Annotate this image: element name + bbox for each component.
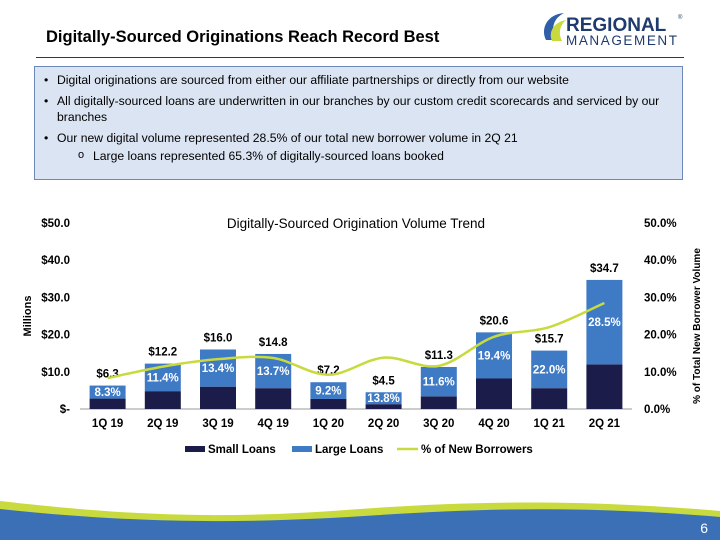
page-number: 6 bbox=[700, 520, 708, 536]
bullet-item: Our new digital volume represented 28.5%… bbox=[44, 130, 672, 147]
bar-small-loans bbox=[89, 398, 126, 409]
origination-volume-chart: Digitally-Sourced Origination Volume Tre… bbox=[22, 216, 703, 456]
x-tick-label: 1Q 19 bbox=[92, 418, 123, 430]
y2-tick-label: 0.0% bbox=[644, 404, 670, 416]
y2-tick-label: 30.0% bbox=[644, 292, 677, 304]
pct-data-label: 13.4% bbox=[202, 363, 235, 375]
pct-data-label: 13.8% bbox=[367, 393, 400, 405]
bullet-item: Digital originations are sourced from ei… bbox=[44, 72, 672, 89]
bar-small-loans bbox=[144, 391, 181, 409]
bar-small-loans bbox=[420, 396, 457, 409]
bar-total-label: $12.2 bbox=[148, 347, 177, 359]
y-tick-label: $10.0 bbox=[41, 367, 70, 379]
y-axis-label: Millions bbox=[22, 296, 34, 337]
svg-text:MANAGEMENT: MANAGEMENT bbox=[566, 33, 677, 48]
bar-total-label: $16.0 bbox=[204, 332, 233, 344]
x-tick-label: 4Q 20 bbox=[478, 418, 509, 430]
bar-total-label: $15.7 bbox=[535, 334, 564, 346]
bar-small-loans bbox=[531, 388, 568, 409]
svg-text:REGIONAL: REGIONAL bbox=[566, 15, 667, 36]
pct-new-borrowers-line bbox=[107, 301, 605, 380]
bar-large-loans bbox=[310, 382, 347, 399]
bar-total-label: $14.8 bbox=[259, 337, 288, 349]
y2-tick-label: 50.0% bbox=[644, 218, 677, 230]
x-tick-label: 2Q 19 bbox=[147, 418, 178, 430]
bar-large-loans bbox=[531, 350, 568, 389]
x-tick-label: 4Q 19 bbox=[258, 418, 289, 430]
bar-small-loans bbox=[586, 364, 623, 409]
y-tick-label: $50.0 bbox=[41, 218, 70, 230]
bar-small-loans bbox=[200, 386, 236, 409]
regional-management-logo: REGIONAL MANAGEMENT ® bbox=[544, 13, 683, 48]
y2-tick-label: 10.0% bbox=[644, 367, 677, 379]
bar-total-label: $20.6 bbox=[480, 315, 509, 327]
bar-total-label: $4.5 bbox=[372, 375, 395, 387]
bar-large-loans bbox=[89, 385, 126, 399]
bar-small-loans bbox=[255, 388, 292, 409]
slide-title: Digitally-Sourced Originations Reach Rec… bbox=[46, 28, 440, 46]
bar-small-loans bbox=[365, 404, 402, 409]
key-points-box: Digital originations are sourced from ei… bbox=[34, 66, 683, 180]
y-tick-label: $40.0 bbox=[41, 255, 70, 267]
bullet-item: All digitally-sourced loans are underwri… bbox=[44, 93, 672, 126]
pct-data-label: 9.2% bbox=[315, 386, 341, 398]
footer-band bbox=[0, 501, 720, 540]
legend-label-large-loans: Large Loans bbox=[315, 444, 383, 456]
bar-large-loans bbox=[476, 332, 512, 379]
bar-total-label: $11.3 bbox=[425, 350, 453, 362]
chart-title: Digitally-Sourced Origination Volume Tre… bbox=[227, 216, 485, 231]
pct-data-label: 13.7% bbox=[257, 366, 290, 378]
bar-large-loans bbox=[200, 349, 236, 387]
bar-large-loans bbox=[586, 279, 623, 365]
pct-data-label: 8.3% bbox=[94, 387, 120, 399]
x-tick-label: 2Q 21 bbox=[589, 418, 621, 430]
y-tick-label: $20.0 bbox=[41, 330, 70, 342]
bar-small-loans bbox=[476, 378, 512, 409]
x-tick-label: 3Q 19 bbox=[202, 418, 233, 430]
pct-data-label: 11.6% bbox=[423, 377, 455, 389]
bar-total-label: $34.7 bbox=[590, 263, 619, 275]
pct-data-label: 22.0% bbox=[533, 364, 566, 376]
sub-bullet-item: Large loans represented 65.3% of digital… bbox=[47, 147, 672, 165]
bar-small-loans bbox=[310, 398, 347, 409]
x-tick-label: 1Q 21 bbox=[534, 418, 566, 430]
y2-axis-label: % of Total New Borrower Volume bbox=[692, 248, 703, 404]
bar-total-label: $6.3 bbox=[96, 369, 118, 381]
legend-swatch-small-loans bbox=[185, 446, 205, 452]
legend-label-pct-new-borrowers: % of New Borrowers bbox=[421, 444, 533, 456]
legend-label-small-loans: Small Loans bbox=[208, 444, 276, 456]
legend-swatch-large-loans bbox=[292, 446, 312, 452]
svg-text:®: ® bbox=[678, 14, 683, 21]
y2-tick-label: 40.0% bbox=[644, 255, 677, 267]
pct-data-label: 11.4% bbox=[147, 372, 179, 384]
x-tick-label: 2Q 20 bbox=[368, 418, 399, 430]
title-divider bbox=[36, 57, 684, 58]
y2-tick-label: 20.0% bbox=[644, 330, 677, 342]
y-tick-label: $- bbox=[60, 404, 70, 416]
pct-data-label: 28.5% bbox=[588, 317, 621, 329]
x-tick-label: 1Q 20 bbox=[313, 418, 344, 430]
x-tick-label: 3Q 20 bbox=[423, 418, 454, 430]
bar-large-loans bbox=[420, 366, 457, 397]
bar-large-loans bbox=[365, 392, 402, 405]
y-tick-label: $30.0 bbox=[41, 292, 70, 304]
pct-data-label: 19.4% bbox=[478, 350, 511, 362]
bar-large-loans bbox=[255, 353, 292, 389]
